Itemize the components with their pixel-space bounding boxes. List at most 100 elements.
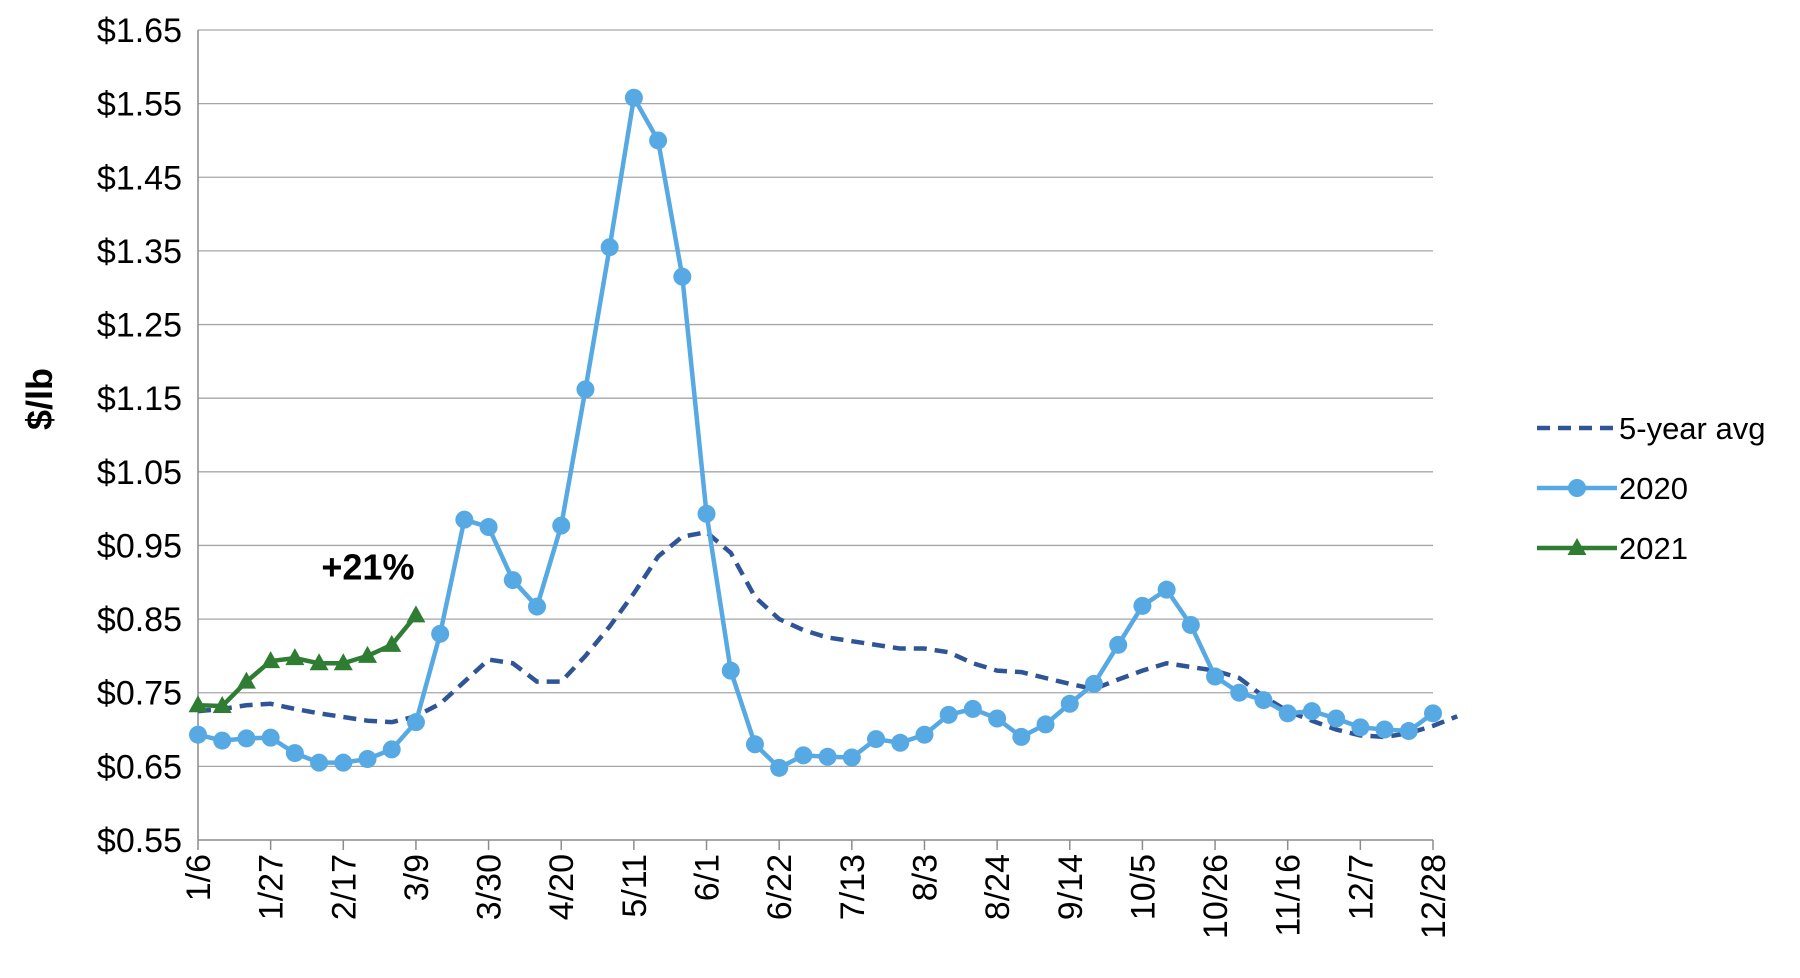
data-point: [358, 750, 377, 768]
x-tick-label: 7/13: [834, 854, 872, 920]
data-point: [842, 748, 861, 767]
x-tick-label: 1/27: [253, 854, 291, 920]
x-tick-label: 6/1: [689, 854, 727, 901]
data-point: [1157, 580, 1176, 599]
data-point: [237, 729, 256, 748]
x-tick-label: 5/11: [616, 854, 654, 918]
gridlines: [198, 29, 1433, 768]
legend-label: 2020: [1619, 471, 1688, 506]
data-point: [1181, 615, 1200, 634]
series-line: [197, 95, 1435, 771]
annotations: +21%: [321, 546, 414, 587]
data-point: [1302, 702, 1321, 721]
x-tick-label: 10/26: [1197, 854, 1235, 939]
x-tick-label: 3/9: [398, 854, 436, 901]
data-point: [261, 651, 281, 669]
x-tick-label: 8/24: [979, 854, 1017, 920]
x-tick-label: 2/17: [325, 854, 363, 920]
data-point: [939, 705, 958, 724]
data-point: [891, 733, 910, 752]
data-point: [649, 131, 668, 150]
data-point: [915, 725, 934, 744]
legend-marker: [1568, 479, 1586, 497]
data-point: [867, 730, 886, 749]
data-point: [406, 605, 426, 623]
x-tick-label: 6/22: [761, 854, 799, 920]
data-point: [406, 713, 425, 732]
x-tick-label: 4/20: [543, 854, 581, 920]
x-tick-label: 8/3: [906, 854, 944, 901]
data-point: [261, 728, 280, 747]
data-point: [528, 597, 547, 616]
data-point: [1278, 704, 1297, 723]
data-point: [576, 380, 595, 399]
data-point: [721, 661, 740, 680]
data-point: [818, 747, 837, 766]
y-tick-label: $0.75: [97, 675, 182, 713]
series-2021: [188, 605, 426, 713]
data-point: [624, 88, 643, 107]
data-point: [1230, 683, 1249, 702]
data-point: [382, 634, 402, 652]
data-point: [188, 695, 208, 713]
y-tick-label: $0.95: [97, 527, 182, 565]
y-tick-label: $1.35: [97, 233, 182, 271]
axes: $0.55 $0.65 $0.75 $0.85 $0.95 $1.05 $1.15 $1.25…: [97, 12, 1453, 939]
data-point: [285, 648, 305, 666]
data-point: [431, 624, 450, 643]
data-point: [310, 753, 329, 772]
y-tick-label: $1.05: [97, 454, 182, 492]
data-point: [1254, 691, 1273, 710]
data-point: [552, 516, 571, 535]
data-point: [1424, 704, 1442, 723]
data-point: [1327, 709, 1346, 728]
y-tick-label: $1.55: [97, 86, 182, 124]
data-point: [1060, 694, 1079, 713]
data-point: [382, 740, 401, 759]
data-point: [1084, 674, 1103, 693]
data-point: [1036, 715, 1055, 734]
y-axis-title: $/lb: [19, 368, 60, 430]
data-point: [697, 504, 716, 523]
data-point: [503, 571, 522, 590]
data-point: [285, 744, 304, 763]
data-point: [358, 645, 378, 663]
y-tick-label: $0.85: [97, 601, 182, 639]
x-tick-label: 11/16: [1270, 854, 1308, 937]
data-point: [309, 653, 329, 671]
x-tick-label: 12/7: [1342, 854, 1380, 920]
data-point: [673, 267, 692, 286]
data-point: [1012, 727, 1031, 746]
x-tick-label: 10/5: [1124, 854, 1162, 920]
data-point: [1206, 667, 1225, 686]
data-point: [1375, 720, 1394, 739]
data-point: [333, 653, 353, 671]
data-point: [988, 709, 1007, 728]
series-lines: [188, 88, 1459, 777]
data-point: [189, 725, 207, 744]
data-point: [1399, 722, 1418, 741]
legend: 5-year avg 2020 2021: [1537, 411, 1765, 566]
y-tick-label: $1.45: [97, 159, 182, 197]
data-point: [770, 758, 789, 777]
y-tick-label: $1.25: [97, 307, 182, 345]
data-point: [455, 510, 474, 529]
data-point: [213, 731, 232, 750]
change-annotation: +21%: [321, 546, 414, 587]
x-tick-label: 9/14: [1052, 854, 1090, 920]
y-tick-label: $0.65: [97, 748, 182, 786]
y-tick-label: $0.55: [97, 822, 182, 860]
data-point: [600, 238, 619, 257]
legend-marker: [1567, 538, 1587, 555]
legend-label: 5-year avg: [1619, 411, 1765, 446]
data-point: [236, 671, 256, 689]
x-tick-label: 3/30: [471, 854, 509, 920]
data-point: [479, 518, 498, 537]
x-tick-label: 12/28: [1415, 854, 1453, 939]
data-point: [1109, 635, 1128, 654]
data-point: [745, 735, 764, 754]
x-tick-label: 1/6: [180, 854, 218, 901]
data-point: [794, 746, 813, 765]
